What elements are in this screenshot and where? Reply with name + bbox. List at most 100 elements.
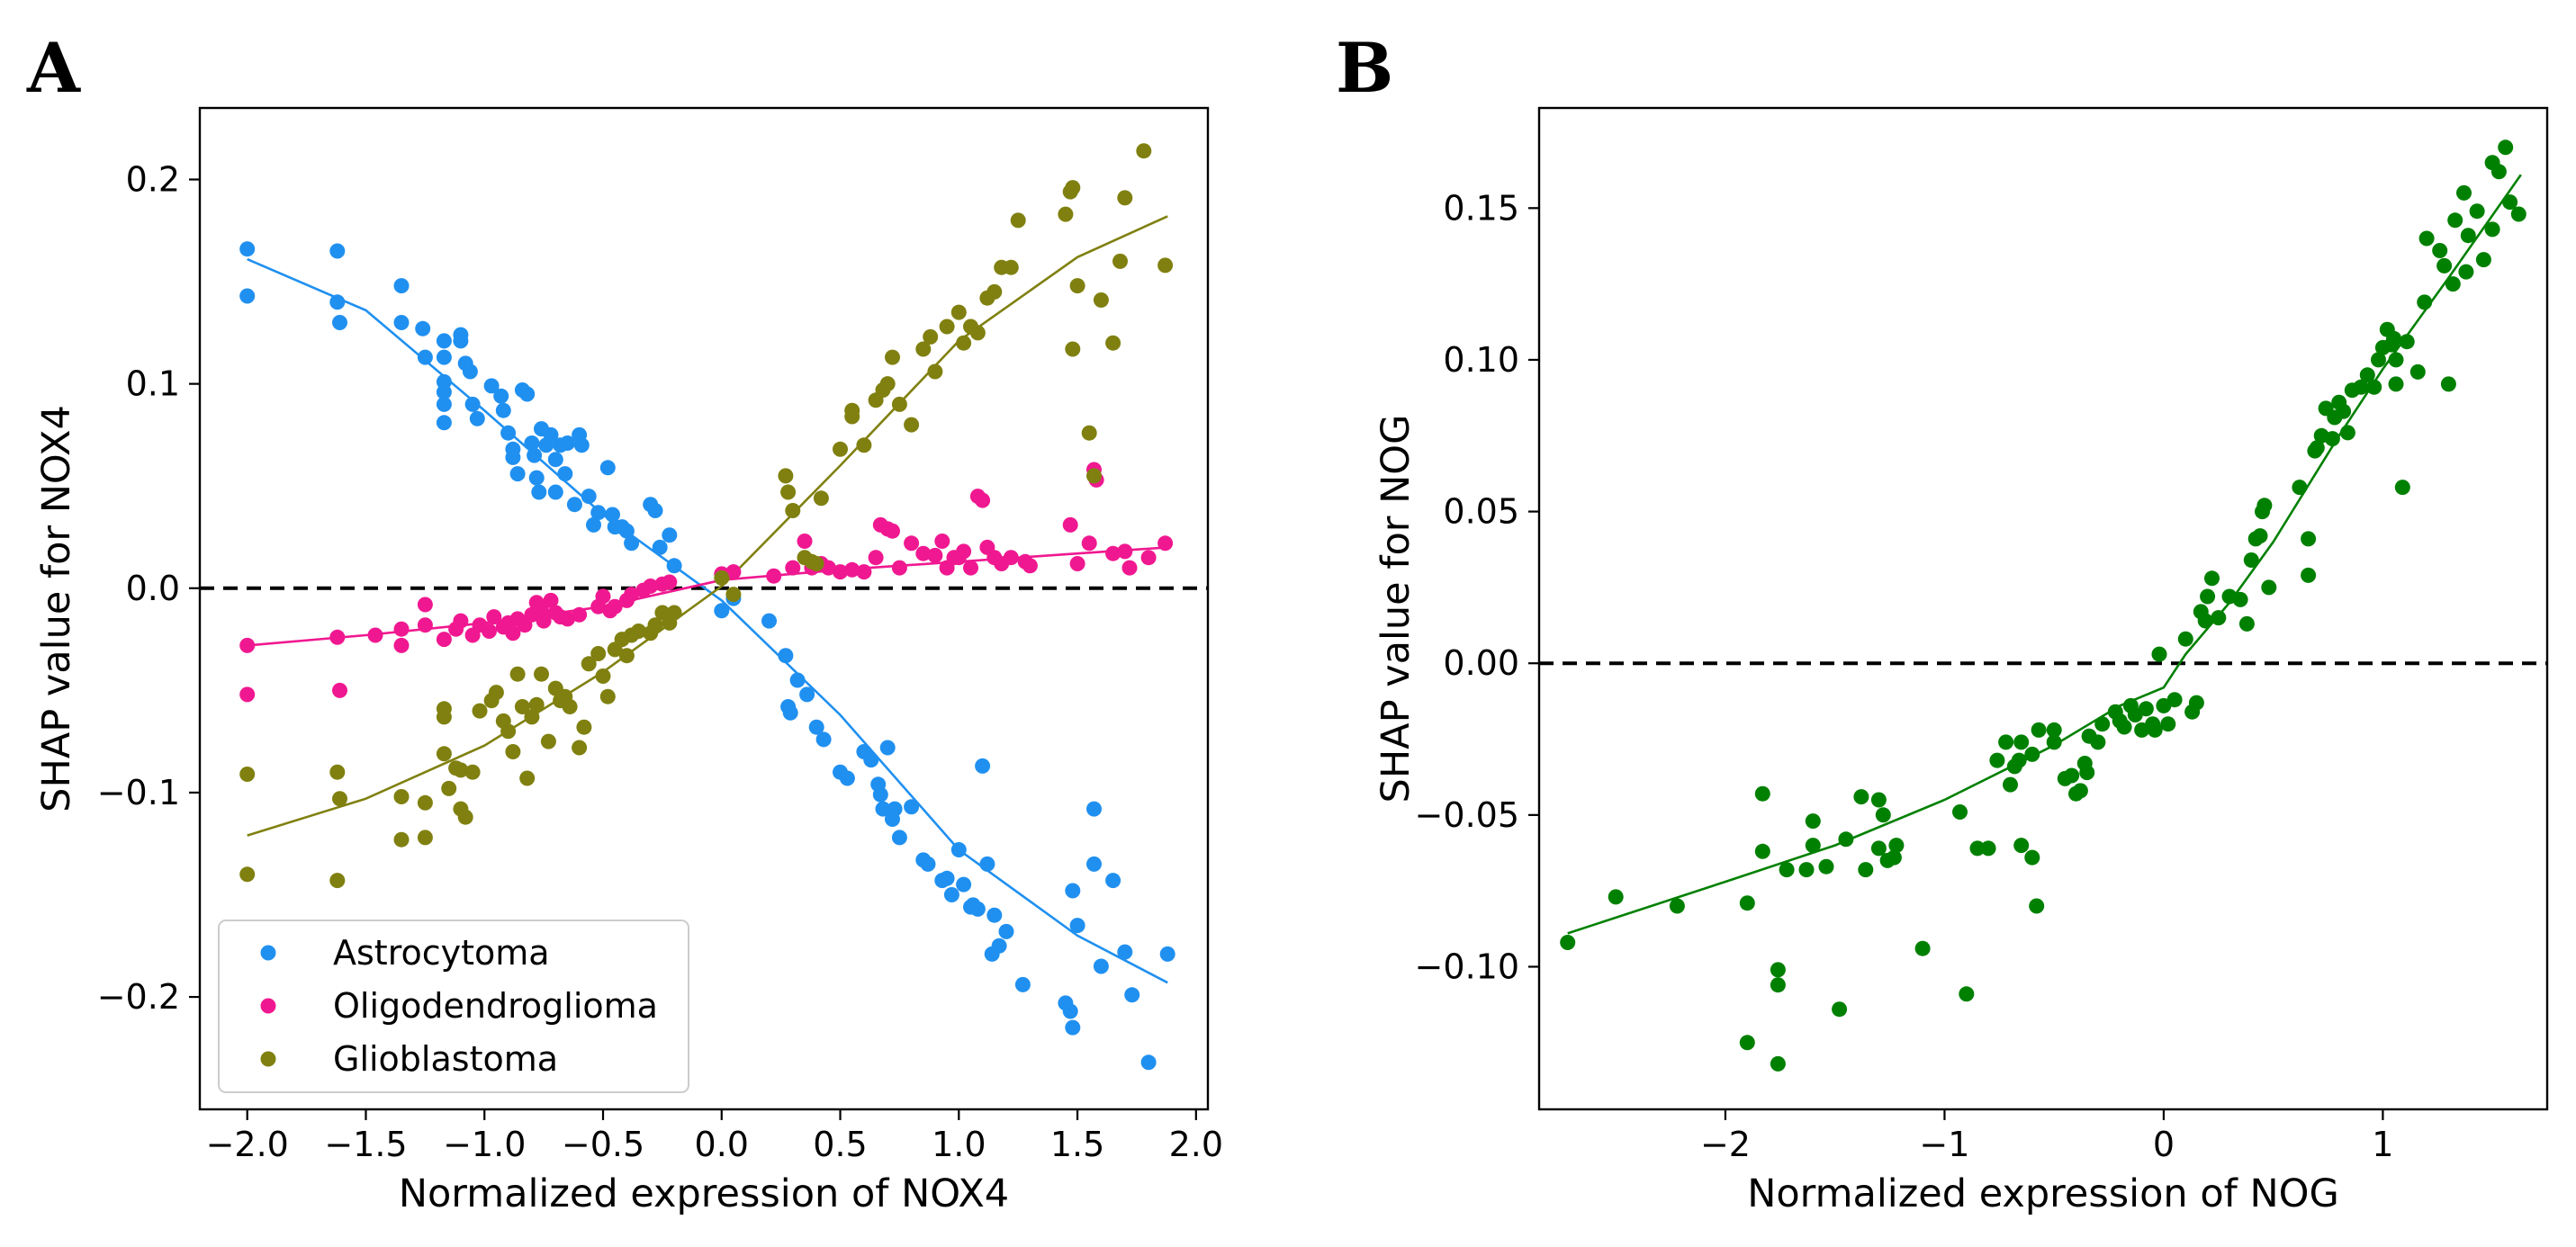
data-point [1870, 792, 1887, 808]
data-point [469, 410, 485, 426]
data-point [2502, 194, 2518, 211]
x-tick-label: −1.0 [443, 1125, 526, 1164]
panel-label-b: B [1336, 28, 1393, 108]
data-point [766, 568, 782, 584]
data-point [789, 672, 806, 688]
data-point [543, 592, 559, 608]
data-point [505, 744, 521, 759]
series-glioblastoma [239, 143, 1174, 889]
data-point [239, 241, 256, 257]
data-point [624, 535, 640, 552]
y-tick-label: −0.05 [1415, 795, 1519, 835]
data-point [436, 396, 452, 412]
data-point [1560, 935, 1576, 950]
data-point [808, 719, 824, 735]
x-axis-label: Normalized expression of NOX4 [399, 1171, 1009, 1216]
data-point [1140, 1054, 1157, 1071]
data-point [493, 388, 509, 404]
data-point [472, 703, 488, 719]
data-point [1105, 545, 1121, 561]
legend-marker-glioblastoma [260, 1051, 276, 1067]
data-point [505, 625, 521, 641]
fit-line-astrocytoma [247, 257, 1168, 984]
data-point [417, 830, 433, 846]
y-tick-label: −0.10 [1415, 946, 1519, 986]
data-point [393, 278, 410, 294]
data-point [1062, 1003, 1078, 1019]
data-point [923, 328, 939, 345]
data-point [436, 709, 452, 725]
data-point [329, 873, 346, 889]
data-point [1022, 558, 1038, 574]
data-point [1739, 895, 1755, 911]
data-point [540, 733, 556, 749]
data-point [1086, 801, 1102, 817]
data-point [509, 466, 526, 482]
data-point [1832, 1001, 1848, 1018]
data-point [1069, 918, 1085, 934]
data-point [2460, 228, 2476, 244]
y-tick-label: 0.1 [126, 364, 180, 404]
data-point [820, 560, 836, 576]
data-point [2399, 334, 2415, 350]
data-point [2353, 379, 2369, 395]
data-point [833, 564, 848, 580]
data-point [956, 876, 972, 893]
data-point [915, 341, 932, 357]
series-astrocytoma [239, 241, 1175, 1071]
data-point [1121, 560, 1138, 576]
x-tick-label: −0.5 [562, 1125, 644, 1164]
data-point [464, 764, 481, 780]
data-point [2046, 722, 2062, 738]
x-tick-label: 0 [2153, 1125, 2175, 1164]
data-point [436, 746, 452, 762]
legend-box [218, 920, 689, 1093]
data-point [2445, 276, 2461, 292]
data-point [761, 613, 777, 629]
data-point [453, 762, 469, 778]
data-point [1003, 259, 1019, 275]
data-point [1608, 889, 1624, 905]
data-point [1117, 543, 1133, 560]
data-point [1754, 785, 1770, 802]
data-point [2440, 376, 2456, 392]
data-point [797, 534, 813, 549]
data-point [457, 809, 473, 825]
data-point [519, 770, 536, 786]
data-point [2432, 243, 2448, 258]
data-point [415, 320, 431, 336]
data-point [1818, 858, 1834, 875]
data-point [2243, 552, 2259, 568]
data-point [2409, 363, 2426, 380]
data-point [2188, 695, 2204, 711]
data-point [904, 799, 920, 815]
data-point [560, 611, 575, 627]
data-point [1086, 856, 1102, 872]
data-point [2024, 849, 2040, 866]
data-point [1770, 977, 1786, 993]
data-point [2029, 898, 2045, 914]
data-point [2138, 701, 2154, 717]
data-point [2418, 230, 2435, 247]
data-point [662, 527, 678, 543]
data-point [652, 539, 668, 555]
data-point [863, 752, 879, 768]
data-point [1888, 838, 1905, 854]
data-point [2238, 615, 2255, 632]
data-point [813, 490, 829, 507]
x-tick-label: 2.0 [1169, 1125, 1223, 1164]
data-point [2510, 206, 2526, 222]
data-point [572, 740, 588, 756]
data-point [725, 587, 742, 603]
data-point [1669, 898, 1685, 914]
data-point [2011, 752, 2027, 768]
data-point [2147, 722, 2163, 738]
data-point [514, 699, 530, 714]
legend-label-glioblastoma: Glioblastoma [333, 1039, 558, 1079]
data-point [239, 866, 256, 883]
data-point [581, 489, 597, 505]
data-point [1136, 143, 1152, 159]
fit-line-glioblastoma [247, 215, 1168, 837]
data-point [2336, 403, 2352, 419]
plot-frame [1537, 106, 2549, 1111]
